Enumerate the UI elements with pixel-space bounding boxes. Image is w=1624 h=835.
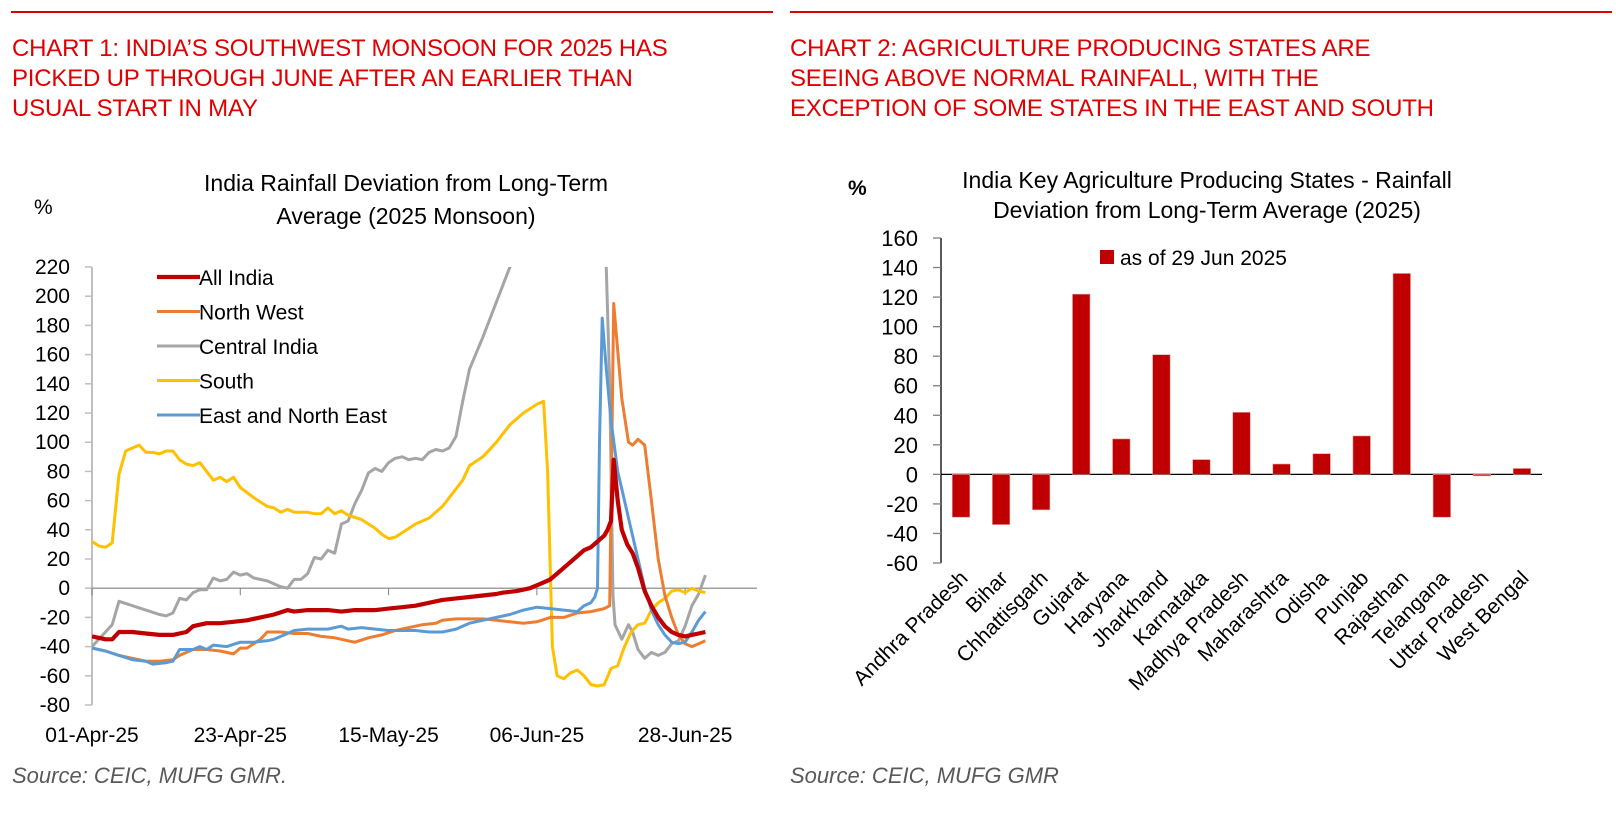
chart1-y-tick-label: -40 (40, 636, 70, 659)
series-line-all-india (92, 457, 706, 642)
series-line-north-west (92, 302, 706, 663)
legend-item: North West (157, 302, 304, 325)
chart1-title-line-1: India Rainfall Deviation from Long-Term (204, 170, 608, 196)
chart1-heading-line-3: USUAL START IN MAY (12, 95, 258, 122)
bar-haryana (1112, 438, 1131, 475)
series-line-central-india (92, 267, 512, 648)
chart2-heading-line-3: EXCEPTION OF SOME STATES IN THE EAST AND… (790, 95, 1434, 122)
chart1-y-tick-label: 40 (47, 519, 70, 542)
legend-item: All India (157, 267, 274, 290)
bar-chhattisgarh (1032, 474, 1051, 511)
chart1-y-tick-label: 20 (47, 548, 70, 571)
chart1-x-tick-label: 15-May-25 (338, 724, 438, 747)
chart2-title-line-1: India Key Agriculture Producing States -… (962, 167, 1452, 193)
series-line-south (92, 399, 706, 688)
bar-gujarat (1072, 293, 1091, 475)
chart2-y-tick-label: 120 (881, 285, 918, 310)
legend-label: South (199, 371, 254, 394)
chart1-y-tick-label: 220 (35, 256, 70, 279)
bar-andhra-pradesh (951, 474, 971, 518)
legend-item: as of 29 Jun 2025 (1100, 247, 1287, 270)
line-chart: India Rainfall Deviation from Long-Term … (34, 170, 757, 747)
chart2-y-tick-label: -40 (886, 521, 918, 546)
chart1-y-tick-label: 80 (47, 460, 70, 483)
bar-chart: India Key Agriculture Producing States -… (848, 167, 1542, 695)
chart1-x-tick-label: 06-Jun-25 (490, 724, 585, 747)
chart1-y-tick-label: 160 (35, 344, 70, 367)
legend-label: North West (199, 302, 304, 325)
legend-label: Central India (199, 336, 318, 359)
chart2-y-tick-label: -60 (886, 551, 918, 576)
chart1-y-tick-label: 140 (35, 373, 70, 396)
chart2-y-tick-label: 40 (894, 403, 918, 428)
chart1-heading: CHART 1: INDIA’S SOUTHWEST MONSOON FOR 2… (12, 34, 668, 124)
chart2-y-tick-label: 20 (894, 433, 918, 458)
bar-telangana (1432, 474, 1451, 518)
chart1-top-rule (11, 11, 773, 13)
chart2-y-tick-label: -20 (886, 492, 918, 517)
chart1-heading-line-2: PICKED UP THROUGH JUNE AFTER AN EARLIER … (12, 65, 633, 92)
legend-label: as of 29 Jun 2025 (1120, 247, 1287, 270)
bar-punjab (1352, 435, 1371, 475)
chart2-heading-line-1: CHART 2: AGRICULTURE PRODUCING STATES AR… (790, 35, 1371, 62)
chart1-x-tick-label: 28-Jun-25 (638, 724, 733, 747)
chart1-x-tick-label: 01-Apr-25 (45, 724, 138, 747)
bar-uttar-pradesh (1472, 474, 1491, 477)
bar-west-bengal (1512, 468, 1532, 475)
chart2-y-tick-label: 140 (881, 256, 918, 281)
bar-bihar (992, 474, 1011, 525)
chart1-y-unit: % (34, 196, 53, 219)
chart2-y-tick-label: 0 (906, 462, 918, 487)
chart1-title-line-2: Average (2025 Monsoon) (276, 203, 535, 229)
legend-label: All India (199, 267, 274, 290)
bar-maharashtra (1272, 463, 1291, 475)
chart2-y-unit: % (848, 177, 867, 200)
chart1-y-tick-label: -20 (40, 606, 70, 629)
chart2-title-line-2: Deviation from Long-Term Average (2025) (993, 197, 1421, 223)
series-line-east-and-north-east (92, 316, 707, 666)
chart2-top-rule (790, 11, 1612, 13)
chart2-y-tick-label: 80 (894, 344, 918, 369)
chart1-y-tick-label: -80 (40, 694, 70, 717)
chart1-y-tick-label: 0 (58, 577, 70, 600)
chart2-heading-line-2: SEEING ABOVE NORMAL RAINFALL, WITH THE (790, 65, 1319, 92)
chart2-y-tick-label: 160 (881, 226, 918, 251)
chart1-heading-line-1: CHART 1: INDIA’S SOUTHWEST MONSOON FOR 2… (12, 35, 668, 62)
legend-swatch (1100, 250, 1114, 264)
series-line-central-india-cont (604, 267, 707, 660)
legend-label: East and North East (199, 405, 387, 428)
chart1-x-tick-label: 23-Apr-25 (194, 724, 287, 747)
bar-karnataka (1192, 459, 1211, 475)
chart2-heading: CHART 2: AGRICULTURE PRODUCING STATES AR… (790, 34, 1434, 124)
chart1-y-tick-label: 180 (35, 314, 70, 337)
chart1-y-tick-label: 60 (47, 490, 70, 513)
chart2-y-tick-label: 100 (881, 315, 918, 340)
chart1-source: Source: CEIC, MUFG GMR. (12, 763, 288, 788)
chart2-x-tick-label: Andhra Pradesh (849, 567, 973, 691)
bar-jharkhand (1152, 354, 1171, 475)
chart1-y-tick-label: 100 (35, 431, 70, 454)
legend-item: Central India (157, 336, 318, 359)
bar-odisha (1312, 453, 1331, 475)
chart2-y-tick-label: 60 (894, 374, 918, 399)
chart1-y-tick-label: 120 (35, 402, 70, 425)
bar-rajasthan (1392, 273, 1411, 475)
chart2-source: Source: CEIC, MUFG GMR (790, 763, 1059, 788)
legend-item: South (157, 371, 254, 394)
chart1-y-tick-label: 200 (35, 285, 70, 308)
bar-madhya-pradesh (1232, 412, 1251, 475)
chart1-y-tick-label: -60 (40, 665, 70, 688)
legend-item: East and North East (157, 405, 387, 428)
